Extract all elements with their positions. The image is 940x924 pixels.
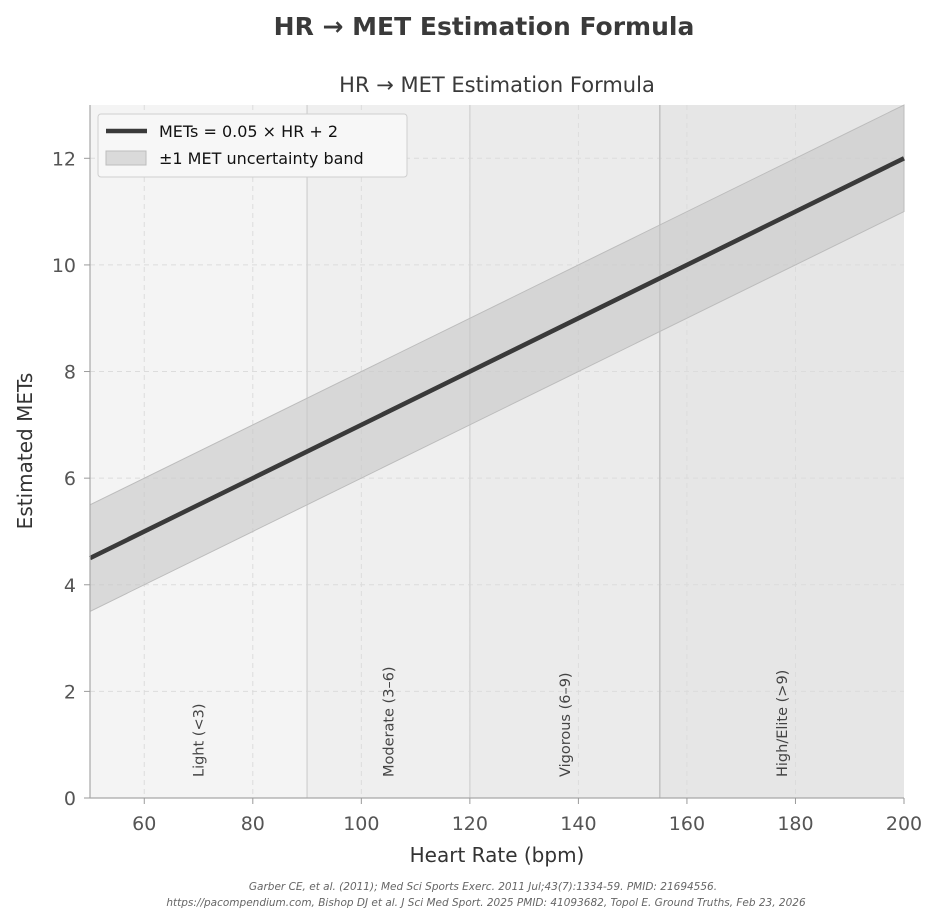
x-tick-label: 140 — [560, 813, 596, 835]
x-tick-label: 80 — [241, 813, 265, 835]
x-tick-label: 180 — [777, 813, 813, 835]
y-axis: 0 2 4 6 8 10 12 — [52, 148, 90, 810]
zone-label-3: High/Elite (>9) — [775, 670, 791, 777]
x-axis-label: Heart Rate (bpm) — [410, 843, 585, 867]
x-tick-label: 120 — [452, 813, 488, 835]
y-tick-label: 8 — [64, 362, 76, 384]
x-tick-label: 60 — [132, 813, 156, 835]
y-axis-label: Estimated METs — [13, 373, 37, 530]
zone-label-0: Light (<3) — [192, 704, 208, 777]
x-tick-label: 200 — [886, 813, 922, 835]
series-line-0 — [89, 156, 905, 561]
x-tick-label: 160 — [669, 813, 705, 835]
x-axis: 60 80 100 120 140 160 180 200 — [132, 798, 922, 835]
footnote-line-1: Garber CE, et al. (2011); Med Sci Sports… — [249, 881, 717, 893]
x-tick-label: 100 — [343, 813, 379, 835]
plot-area: Light (<3) Moderate (3–6) Vigorous (6–9) Hi… — [89, 104, 905, 799]
axes-title: HR → MET Estimation Formula — [339, 73, 655, 97]
legend-band-label: ±1 MET uncertainty band — [159, 149, 364, 168]
y-tick-label: 12 — [52, 148, 76, 170]
footnote-line-2: https://pacompendium.com, Bishop DJ et a… — [166, 897, 806, 909]
legend-band-swatch — [105, 150, 147, 166]
y-tick-label: 2 — [64, 681, 76, 703]
legend-line-label: METs = 0.05 × HR + 2 — [159, 122, 338, 141]
y-tick-label: 6 — [64, 468, 76, 490]
zone-label-1: Moderate (3–6) — [381, 666, 397, 777]
legend: METs = 0.05 × HR + 2 ±1 MET uncertainty … — [97, 113, 408, 178]
y-tick-label: 10 — [52, 255, 76, 277]
zone-region-2 — [469, 105, 660, 798]
suptitle: HR → MET Estimation Formula — [274, 12, 695, 41]
y-tick-label: 0 — [64, 788, 76, 810]
legend-box — [97, 113, 408, 178]
zone-label-2: Vigorous (6–9) — [558, 672, 574, 777]
y-tick-label: 4 — [64, 575, 76, 597]
